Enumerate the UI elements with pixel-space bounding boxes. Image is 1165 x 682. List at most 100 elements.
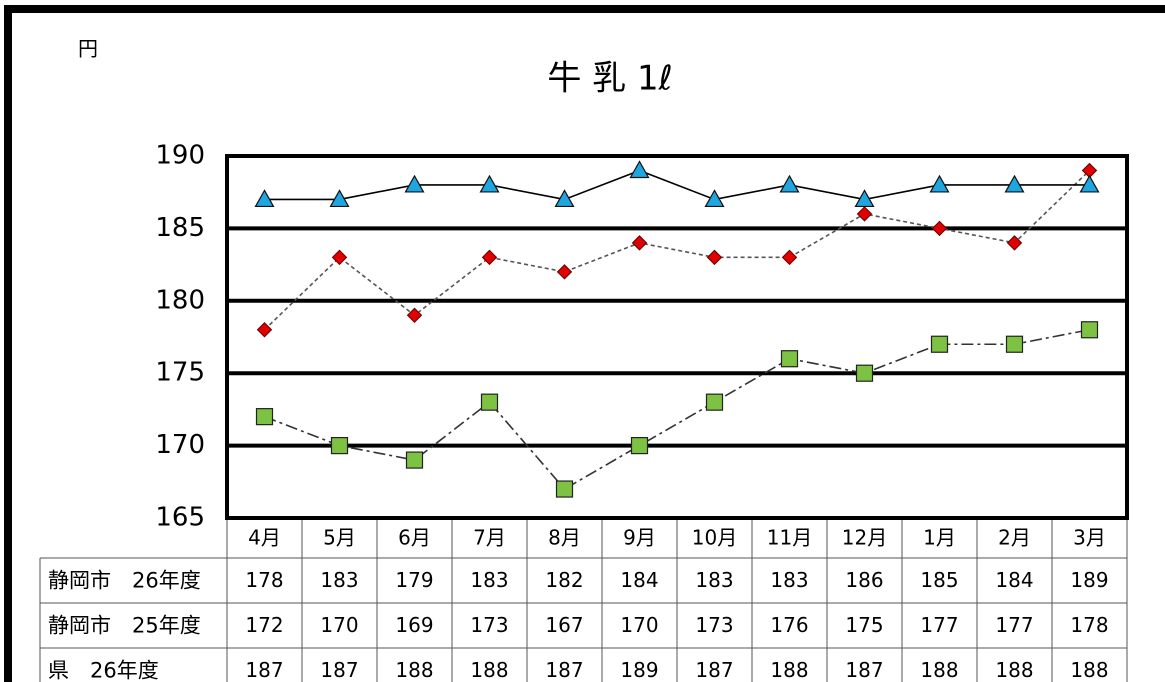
table-value: 188 (470, 658, 508, 682)
series-line (263, 169, 1091, 331)
marker (331, 249, 348, 266)
table-value: 188 (770, 658, 808, 682)
marker (479, 174, 500, 193)
table-value: 189 (620, 658, 658, 682)
marker (929, 174, 950, 193)
x-tick-label: 7月 (473, 526, 506, 550)
table-value: 188 (1070, 658, 1108, 682)
marker (556, 264, 573, 280)
marker (629, 160, 650, 179)
y-tick-label: 170 (155, 430, 205, 460)
table-value: 173 (695, 613, 733, 637)
y-tick-label: 175 (155, 358, 205, 388)
table-value: 172 (245, 613, 283, 637)
series-line (264, 169, 1090, 201)
marker (781, 249, 798, 266)
table-value: 187 (545, 658, 583, 682)
x-tick-label: 4月 (248, 526, 281, 550)
marker (1004, 174, 1025, 193)
table-value: 175 (845, 613, 883, 637)
marker (1079, 174, 1100, 193)
marker (1005, 335, 1024, 353)
y-tick-label: 185 (155, 213, 205, 243)
marker (706, 249, 723, 266)
table-value: 169 (395, 613, 433, 637)
table-value: 183 (470, 568, 508, 592)
marker (931, 220, 948, 237)
table-value: 187 (695, 658, 733, 682)
table-value: 183 (770, 568, 808, 592)
x-tick-label: 5月 (323, 526, 356, 550)
series-line (264, 328, 1090, 491)
x-tick-label: 11月 (767, 526, 812, 550)
marker (404, 174, 425, 193)
marker (856, 206, 873, 222)
marker (555, 480, 574, 498)
table-value: 177 (995, 613, 1033, 637)
table-value: 178 (1070, 613, 1108, 637)
marker (705, 393, 724, 411)
marker (405, 451, 424, 469)
marker (854, 189, 875, 208)
table-value: 187 (245, 658, 283, 682)
legend-label: 静岡市 25年度 (48, 614, 201, 638)
table-value: 173 (470, 613, 508, 637)
marker (329, 189, 350, 208)
legend-label: 静岡市 26年度 (48, 569, 201, 593)
x-tick-label: 8月 (548, 526, 581, 550)
table-value: 187 (845, 658, 883, 682)
y-unit: 円 (78, 37, 98, 61)
table-value: 167 (545, 613, 583, 637)
marker (631, 235, 648, 251)
marker (406, 307, 423, 323)
table-value: 183 (320, 568, 358, 592)
y-tick-label: 180 (155, 285, 205, 315)
table-value: 176 (770, 613, 808, 637)
marker (330, 437, 349, 455)
marker (255, 408, 274, 426)
table-value: 189 (1070, 568, 1108, 592)
table-value: 187 (320, 658, 358, 682)
table-value: 170 (620, 613, 658, 637)
plot-border (225, 154, 1129, 520)
table-value: 178 (245, 568, 283, 592)
marker (704, 189, 725, 208)
chart-title: 牛 乳 1ℓ (547, 59, 672, 99)
marker (254, 189, 275, 208)
marker (930, 335, 949, 353)
marker (855, 364, 874, 382)
marker (554, 189, 575, 208)
table-value: 170 (320, 613, 358, 637)
table-value: 184 (620, 568, 658, 592)
x-tick-label: 2月 (998, 526, 1031, 550)
frame (4, 5, 1165, 682)
marker (780, 350, 799, 368)
x-tick-label: 9月 (623, 526, 656, 550)
marker (630, 437, 649, 455)
table-value: 183 (695, 568, 733, 592)
x-tick-label: 1月 (923, 526, 956, 550)
table-value: 185 (920, 568, 958, 592)
x-tick-label: 6月 (398, 526, 431, 550)
table-value: 188 (995, 658, 1033, 682)
table-value: 182 (545, 568, 583, 592)
table-value: 186 (845, 568, 883, 592)
marker (1006, 235, 1023, 251)
y-tick-label: 165 (155, 503, 205, 533)
table-value: 177 (920, 613, 958, 637)
table-value: 179 (395, 568, 433, 592)
marker (779, 174, 800, 193)
legend-label: 県 26年度 (48, 659, 159, 682)
y-tick-label: 190 (155, 141, 205, 171)
marker (481, 249, 498, 266)
table-value: 188 (395, 658, 433, 682)
x-tick-label: 12月 (842, 526, 887, 550)
x-tick-label: 10月 (692, 526, 737, 550)
marker (256, 322, 273, 338)
x-tick-label: 3月 (1073, 526, 1106, 550)
marker (480, 393, 499, 411)
table-value: 184 (995, 568, 1033, 592)
table-value: 188 (920, 658, 958, 682)
marker (1080, 321, 1099, 339)
